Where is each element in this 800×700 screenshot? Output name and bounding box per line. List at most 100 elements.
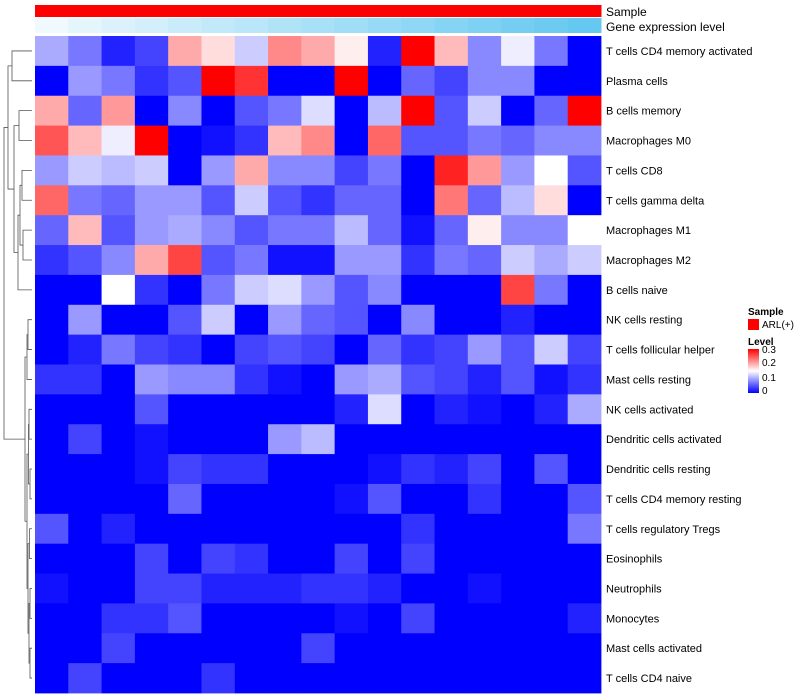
heatmap-cell [268,364,302,395]
heatmap-cell [367,334,402,365]
row-dendrogram [3,50,32,679]
heatmap-cell [467,543,502,574]
heatmap-cell [401,513,435,545]
dendrogram-branch [29,588,32,619]
heatmap-cell [268,274,302,306]
heatmap-cell [434,215,469,246]
heatmap-cell [35,215,69,246]
heatmap-cell [501,185,535,216]
heatmap-cell [567,513,602,545]
gene-expression-level-cell [35,18,69,33]
row-label: Dendritic cells resting [606,464,711,476]
sample-annotation-cell [168,5,202,17]
heatmap-cell [268,663,302,694]
heatmap-cell [134,663,169,694]
heatmap-cell [301,633,336,664]
heatmap-cell [501,125,535,156]
gene-expression-level-bar [35,18,602,33]
heatmap-cell [234,543,269,574]
heatmap-cell [268,483,302,515]
heatmap-cell [68,334,102,365]
heatmap-cell [567,125,602,156]
heatmap-cell [434,364,469,395]
heatmap-cell [367,125,402,156]
heatmap-cell [35,603,69,634]
heatmap-cell [534,663,569,694]
heatmap-cell [534,36,569,67]
heatmap-cell [367,36,402,67]
heatmap-cell [268,513,302,545]
gene-expression-level-cell [301,18,336,33]
heatmap-cell [467,394,502,425]
heatmap-cell [467,245,502,276]
heatmap-cell [201,215,236,246]
heatmap-cell [534,334,569,365]
heatmap-cell [434,245,469,276]
heatmap-cell [35,95,69,126]
heatmap-cell [334,573,369,604]
heatmap-cell [401,663,435,694]
heatmap-cell [334,36,369,67]
heatmap-cell [534,633,569,664]
heatmap-cell [134,513,169,545]
heatmap-cell [467,304,502,336]
heatmap-cell [334,364,369,395]
heatmap-cell [501,245,535,276]
heatmap-cell [134,245,169,276]
heatmap-cell [68,304,102,336]
legend-level-tick-0.1: 0.1 [762,373,776,384]
heatmap-cell [101,513,136,545]
sample-annotation-cell [35,5,69,17]
heatmap-cell [567,573,602,604]
heatmap-cell [234,573,269,604]
heatmap-cell [168,304,202,336]
heatmap-cell [35,65,69,97]
heatmap-cell [301,155,336,186]
heatmap-cell [234,633,269,664]
gene-expression-level-cell [434,18,469,33]
heatmap-cell [367,543,402,574]
heatmap-cell [268,245,302,276]
heatmap-cell [35,663,69,694]
heatmap-cells [35,36,602,694]
dendrogram-branch [27,319,32,350]
heatmap-cell [334,603,369,634]
row-label: Dendritic cells activated [606,434,722,446]
heatmap-cell [35,36,69,67]
row-label: Macrophages M0 [606,136,691,148]
heatmap-cell [534,95,569,126]
heatmap-cell [501,543,535,574]
gene-expression-level-cell [101,18,136,33]
heatmap-cell [134,543,169,574]
heatmap-cell [567,633,602,664]
heatmap-cell [501,513,535,545]
heatmap-cell [467,155,502,186]
heatmap-cell [401,185,435,216]
sample-annotation-cell [134,5,169,17]
heatmap-cell [201,364,236,395]
heatmap-cell [434,633,469,664]
heatmap-cell [301,454,336,485]
heatmap-cell [101,185,136,216]
heatmap-cell [35,633,69,664]
heatmap-cell [168,573,202,604]
dendrogram-branch [19,184,23,246]
heatmap-cell [68,543,102,574]
heatmap-cell [301,483,336,515]
heatmap-cell [101,65,136,97]
heatmap-cell [101,125,136,156]
heatmap-cell [134,155,169,186]
heatmap-cell [101,663,136,694]
row-label: B cells naive [606,285,668,297]
heatmap-cell [367,274,402,306]
heatmap-cell [501,603,535,634]
heatmap-cell [68,513,102,545]
heatmap-cell [534,424,569,455]
heatmap-cell [68,245,102,276]
heatmap-cell [567,663,602,694]
heatmap-cell [334,95,369,126]
heatmap-cell [467,663,502,694]
heatmap-cell [367,663,402,694]
heatmap-cell [567,424,602,455]
heatmap-cell [567,394,602,425]
